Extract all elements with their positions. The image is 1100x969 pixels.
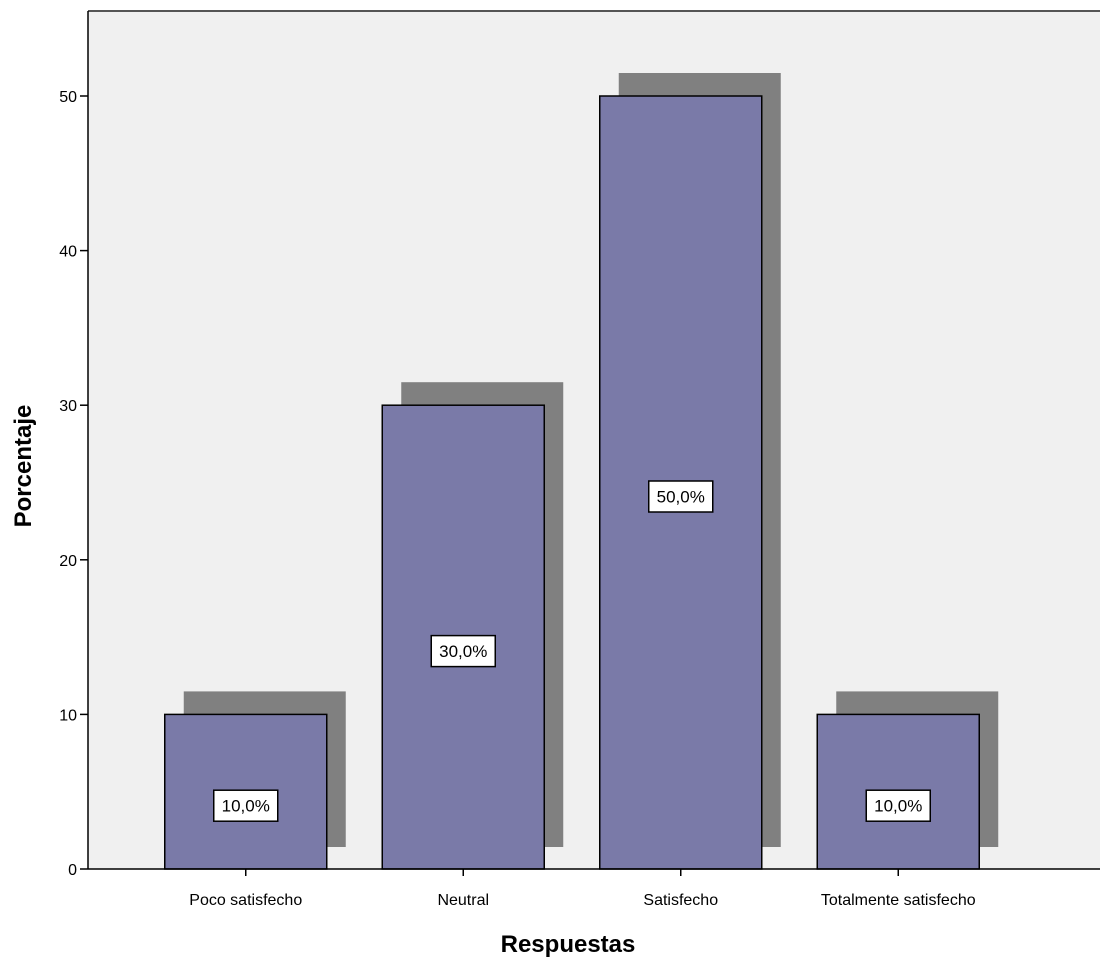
x-tick-label: Neutral (437, 892, 489, 909)
x-tick-label: Poco satisfecho (189, 892, 302, 909)
y-tick-label: 10 (59, 707, 77, 724)
y-tick-label: 30 (59, 398, 77, 415)
x-tick-label: Satisfecho (643, 892, 718, 909)
data-label: 10,0% (874, 797, 922, 816)
data-label-box (213, 789, 279, 822)
x-tick-label: Totalmente satisfecho (821, 892, 976, 909)
data-labels: 10,0% 30,0% 50,0% 10,0% (213, 480, 931, 822)
y-tick-label: 20 (59, 553, 77, 570)
data-label-box (648, 480, 714, 513)
data-label: 30,0% (439, 642, 487, 661)
data-label-box (430, 634, 496, 668)
x-axis-ticks: Poco satisfecho Neutral Satisfecho Totalmen… (189, 869, 976, 909)
x-axis-title: Respuestas (501, 931, 636, 958)
y-tick-label: 0 (68, 862, 77, 879)
data-label: 10,0% (222, 797, 270, 816)
y-tick-label: 40 (59, 244, 77, 261)
data-label-box (865, 789, 931, 822)
data-label: 50,0% (657, 488, 705, 507)
y-axis-title: Porcentaje (10, 405, 37, 528)
y-tick-label: 50 (59, 89, 77, 106)
y-axis-ticks: 0 10 20 30 40 50 (59, 89, 88, 879)
